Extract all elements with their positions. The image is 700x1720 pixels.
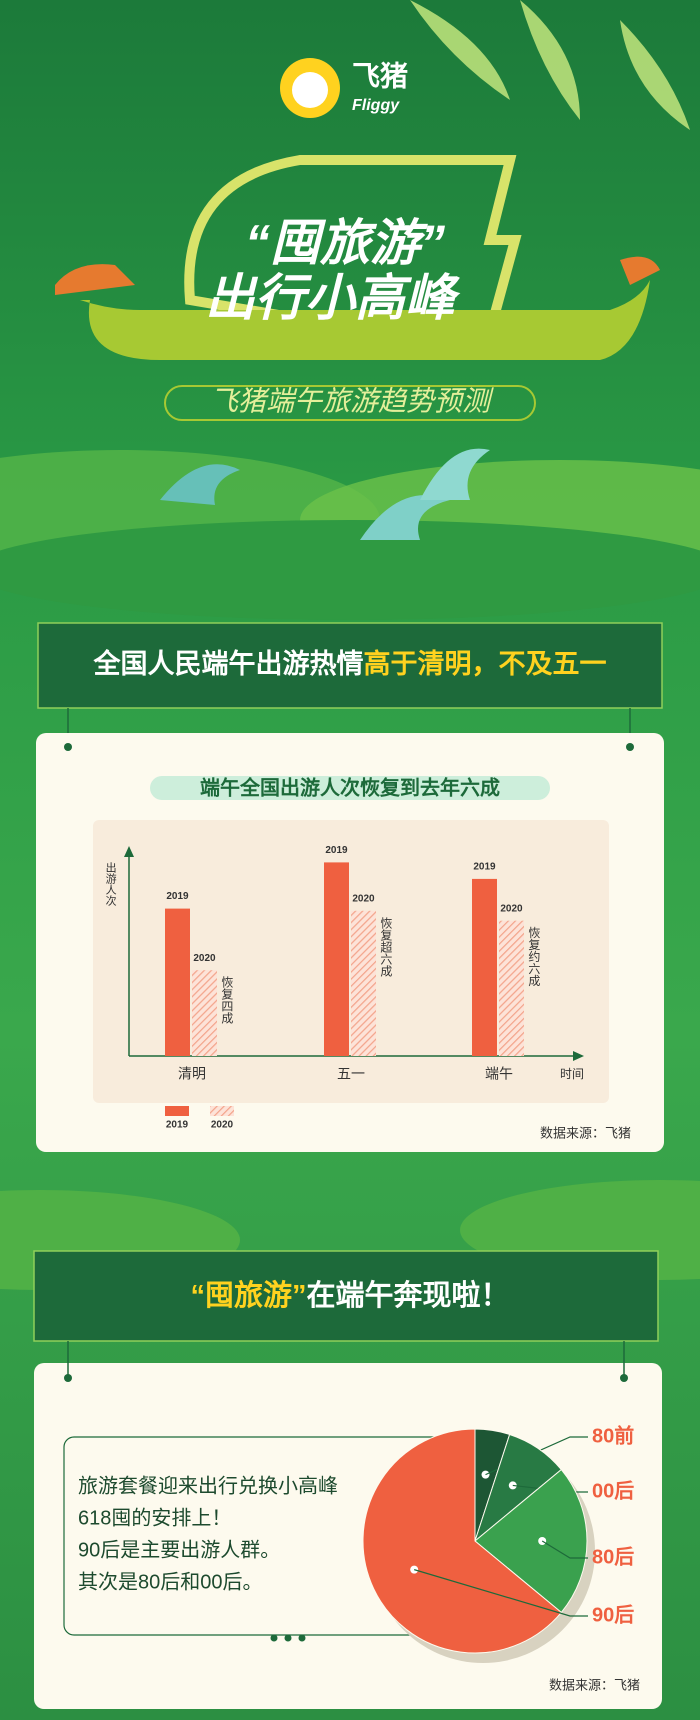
y-axis-arrow <box>124 846 134 857</box>
section-heading: “囤旅游”在端午奔现啦！ <box>190 1278 509 1312</box>
body-text: 90后是主要出游人群。 <box>78 1538 280 1561</box>
pie-slice <box>362 1428 563 1654</box>
logo-icon-inner <box>292 72 328 108</box>
dot <box>284 1634 292 1642</box>
title-2: 出行小高峰 <box>205 270 461 326</box>
bar <box>472 878 497 1056</box>
annotation: 恢复四成 <box>220 976 234 1025</box>
section-heading: 全国人民端午出游热情高于清明，不及五一 <box>93 648 607 679</box>
dot <box>298 1634 306 1642</box>
pie-label: 80后 <box>592 1545 634 1568</box>
pie-label: 00后 <box>592 1479 634 1502</box>
x-axis-arrow <box>573 1051 584 1061</box>
x-tick-label: 五一 <box>337 1066 365 1082</box>
title-1: “囤旅游” <box>245 215 445 271</box>
connector-dot <box>64 1374 72 1382</box>
section-banner <box>37 622 663 709</box>
bar-series-label: 2020 <box>193 953 216 964</box>
bar <box>165 908 190 1056</box>
source: 数据来源：飞猪 <box>540 1125 631 1140</box>
bar <box>324 862 349 1056</box>
x-axis-label: 时间 <box>560 1067 584 1081</box>
bar-series-label: 2019 <box>473 862 496 873</box>
legend-swatch <box>210 1106 234 1116</box>
logo-cn: 飞猪 <box>352 60 408 91</box>
chart-title-bg <box>150 776 550 800</box>
y-axis-label: 出游人次 <box>104 861 117 907</box>
x-tick-label: 清明 <box>178 1066 206 1082</box>
connector-dot <box>626 743 634 751</box>
dot <box>270 1634 278 1642</box>
annotation: 恢复约六成 <box>527 926 541 987</box>
leader-line <box>414 1569 588 1617</box>
connector-dot <box>620 1374 628 1382</box>
legend-swatch <box>165 1106 189 1116</box>
body-text: 618囤的安排上！ <box>78 1506 231 1529</box>
bar <box>351 910 376 1056</box>
legend-label: 2019 <box>166 1120 189 1131</box>
heading-text: 在端午奔现啦！ <box>307 1278 510 1312</box>
logo-en: Fliggy <box>352 97 400 114</box>
heading-text: 全国人民端午出游热情 <box>93 648 364 679</box>
heading-highlight: 高于清明，不及五一 <box>364 648 607 679</box>
bar <box>192 970 217 1056</box>
bar <box>499 920 524 1056</box>
bar-series-label: 2020 <box>500 903 523 914</box>
bar-series-label: 2019 <box>166 891 189 902</box>
legend-label: 2020 <box>211 1120 234 1131</box>
annotation: 恢复超六成 <box>379 916 393 977</box>
body-text: 其次是80后和00后。 <box>78 1570 263 1593</box>
connector-dot <box>64 743 72 751</box>
leader-line <box>541 1540 588 1559</box>
pie-slice <box>474 1468 588 1614</box>
x-tick-label: 端午 <box>485 1066 513 1082</box>
pie-label: 80前 <box>592 1423 634 1447</box>
pie-label: 90后 <box>592 1603 634 1626</box>
body-text: 旅游套餐迎来出行兑换小高峰 <box>78 1474 338 1497</box>
source: 数据来源：飞猪 <box>549 1677 640 1692</box>
section-banner <box>33 1250 659 1342</box>
bar-series-label: 2019 <box>325 845 348 856</box>
chart-title: 端午全国出游人次恢复到去年六成 <box>200 775 500 799</box>
subtitle: 飞猪端午旅游趋势预测 <box>210 385 494 416</box>
bar-series-label: 2020 <box>352 893 375 904</box>
heading-highlight: “囤旅游” <box>190 1279 306 1312</box>
